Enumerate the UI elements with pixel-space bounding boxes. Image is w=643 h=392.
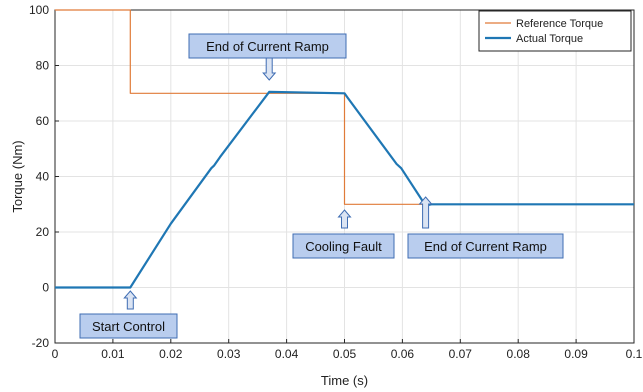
y-tick-label: -20 xyxy=(32,336,50,350)
annotation-arrow xyxy=(262,57,277,81)
x-tick-label: 0.03 xyxy=(217,347,241,361)
y-tick-label: 0 xyxy=(42,281,49,295)
legend-entry: Reference Torque xyxy=(516,18,603,30)
annotation-box xyxy=(79,313,178,339)
annotation-label: End of Current Ramp xyxy=(206,39,329,54)
x-tick-label: 0.07 xyxy=(449,347,473,361)
y-tick-label: 60 xyxy=(36,114,50,128)
annotation-label: End of Current Ramp xyxy=(424,239,547,254)
x-tick-label: 0.01 xyxy=(101,347,125,361)
y-axis-ticks: -20 0 20 40 60 80 100 xyxy=(29,3,59,350)
annotation-arrow xyxy=(337,209,352,229)
x-tick-label: 0.08 xyxy=(507,347,531,361)
x-tick-label: 0.02 xyxy=(159,347,183,361)
series-line-reference-torque xyxy=(55,9,634,205)
annotation-label: Start Control xyxy=(92,319,165,334)
annotation-box xyxy=(407,233,564,259)
annotation-arrow xyxy=(123,290,138,310)
x-tick-label: 0.06 xyxy=(391,347,415,361)
x-axis-ticks: 0 0.01 0.02 0.03 0.04 0.05 0.06 0.07 0.08 0.09 0.1 xyxy=(52,339,643,361)
legend-box xyxy=(478,10,632,52)
legend: Reference Torque Actual Torque xyxy=(478,10,632,52)
annotation-box xyxy=(292,233,395,259)
x-axis-label: Time (s) xyxy=(321,373,368,388)
series-lines xyxy=(55,9,634,289)
annotation-arrow xyxy=(418,196,433,229)
annotation-label: Cooling Fault xyxy=(305,239,382,254)
x-tick-label: 0.05 xyxy=(333,347,357,361)
x-tick-label: 0.09 xyxy=(564,347,588,361)
x-tick-label: 0.1 xyxy=(626,347,643,361)
annotation-box xyxy=(188,33,347,59)
y-tick-label: 80 xyxy=(36,59,50,73)
y-axis-label: Torque (Nm) xyxy=(10,140,25,212)
y-tick-label: 20 xyxy=(36,225,50,239)
x-tick-label: 0.04 xyxy=(275,347,299,361)
annotations: Start Control End of Current Ramp Cooling … xyxy=(79,33,564,339)
y-tick-label: 40 xyxy=(36,170,50,184)
x-tick-label: 0 xyxy=(52,347,59,361)
legend-entry: Actual Torque xyxy=(516,33,583,45)
series-line-actual-torque xyxy=(55,90,634,289)
y-tick-label: 100 xyxy=(29,3,49,17)
